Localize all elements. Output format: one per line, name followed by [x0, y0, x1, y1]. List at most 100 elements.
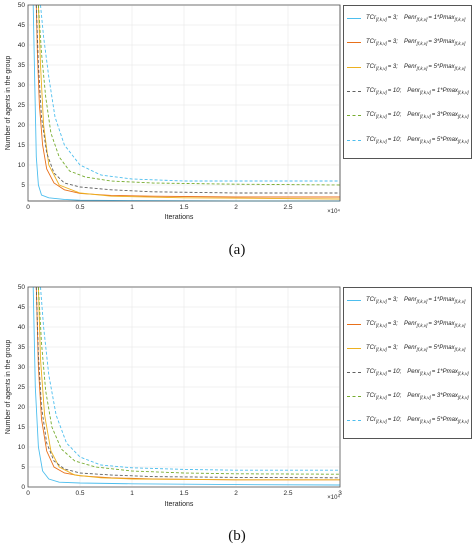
legend-label-part: [f,k,v]: [376, 114, 387, 120]
legend-label-part: TCr: [366, 15, 376, 21]
x-axis-multiplier: ×10⁴: [327, 208, 340, 215]
y-axis-label: Number of agents in the group: [5, 340, 12, 435]
series-line-2: [35, 4, 340, 198]
legend-item: TCr[f,k,v]= 3; Penr[f,k,v]= 3*Pmax[f,k,v]: [344, 33, 471, 53]
legend-item: TCr[f,k,v]= 10; Penr[f,k,v]= 3*Pmax[f,k,v…: [344, 106, 471, 126]
series-line-6: [40, 4, 340, 182]
series-line-6: [40, 286, 340, 471]
chart-a: 5 10 15 20 25 30 35 40 45 50 0 0.5 1 1.5 2 2.5 Iteration…: [5, 2, 341, 221]
legend-label-part: Penr: [407, 136, 420, 143]
legend-label: TCr[f,k,v]= 10; Penr[f,k,v]= 3*Pmax[f,k,v…: [366, 389, 469, 405]
legend-label-part: [f,k,v]: [419, 419, 431, 425]
legend-label-part: [f,k,v]: [416, 65, 428, 71]
legend-item: TCr[f,k,v]= 10; Penr[f,k,v]= 1*Pmax[f,k,v…: [344, 363, 471, 383]
x-axis-multiplier: ×10⁴: [327, 494, 340, 501]
legend-swatch: [347, 348, 361, 349]
legend-label-part: = 3;: [387, 297, 398, 303]
legend-label: TCr[f,k,v]= 10; Penr[f,k,v]= 5*Pmax[f,k,v…: [366, 413, 469, 429]
legend-item: TCr[f,k,v]= 3; Penr[f,k,v]= 1*Pmax[f,k,v]: [344, 9, 471, 29]
y-tick-label: 45: [18, 304, 26, 311]
y-axis-label: Number of agents in the group: [5, 56, 12, 151]
x-tick-label: 0: [26, 490, 30, 497]
legend-label-part: TCr: [366, 321, 376, 327]
legend-item: TCr[f,k,v]= 10; Penr[f,k,v]= 1*Pmax[f,k,v…: [344, 82, 471, 102]
y-tick-label: 35: [18, 344, 26, 351]
x-tick-label: 1.5: [179, 204, 188, 211]
y-tick-label: 25: [18, 384, 26, 391]
legend-swatch: [347, 18, 361, 19]
x-tick-label: 2: [234, 490, 238, 497]
legend-label-part: [f,k,v]: [419, 138, 431, 144]
series-line-5: [37, 4, 341, 186]
legend-label-part: [f,k,v]: [376, 419, 387, 425]
legend-label-part: = 3*Pmax: [428, 321, 455, 327]
legend-label-part: Penr: [403, 39, 417, 46]
legend-item: TCr[f,k,v]= 3; Penr[f,k,v]= 5*Pmax[f,k,v]: [344, 58, 471, 78]
series-line-4: [35, 286, 341, 479]
x-axis-label: Iterations: [165, 501, 194, 508]
legend-swatch: [347, 91, 361, 92]
legend-swatch: [347, 420, 361, 421]
legend-label-part: [f,k,v]: [457, 114, 469, 120]
legend-label-part: [f,k,v]: [416, 299, 428, 305]
legend-label-part: Penr: [403, 63, 417, 70]
legend-label-part: = 10;: [387, 136, 402, 143]
series-line-1: [32, 286, 341, 486]
legend-label-part: = 5*Pmax: [428, 345, 455, 351]
legend-label-part: [f,k,v]: [454, 347, 466, 353]
legend-item: TCr[f,k,v]= 10; Penr[f,k,v]= 5*Pmax[f,k,v…: [344, 131, 471, 151]
legend-label-part: [f,k,v]: [376, 299, 387, 305]
x-tick-label: 2: [234, 204, 238, 211]
y-tick-label: 15: [18, 142, 26, 149]
x-tick-label: 0.5: [75, 204, 84, 211]
y-tick-label: 40: [18, 324, 26, 331]
legend-label: TCr[f,k,v]= 3; Penr[f,k,v]= 3*Pmax[f,k,v]: [366, 317, 469, 333]
legend-label-part: TCr: [366, 88, 376, 94]
legend-label-part: [f,k,v]: [376, 90, 387, 96]
legend-b: TCr[f,k,v]= 3; Penr[f,k,v]= 1*Pmax[f,k,v]…: [343, 287, 472, 439]
legend-label-part: [f,k,v]: [376, 371, 387, 377]
y-tick-label: 40: [18, 42, 26, 49]
legend-label: TCr[f,k,v]= 10; Penr[f,k,v]= 5*Pmax[f,k,v…: [366, 133, 469, 149]
series-line-3: [37, 286, 340, 481]
legend-label-part: Penr: [403, 15, 417, 21]
y-tick-label: 15: [18, 424, 26, 431]
legend-label-part: = 3*Pmax: [428, 39, 455, 46]
caption-a: (a): [228, 242, 246, 258]
legend-label-part: TCr: [366, 112, 376, 119]
legend-label-part: [f,k,v]: [457, 138, 469, 144]
x-tick-label: 2.5: [283, 204, 292, 211]
legend-label-part: Penr: [407, 393, 420, 399]
y-tick-label: 10: [18, 162, 26, 169]
legend-label-part: Penr: [407, 369, 420, 375]
legend-label-part: = 1*Pmax: [431, 88, 458, 94]
legend-swatch: [347, 396, 361, 397]
legend-label: TCr[f,k,v]= 3; Penr[f,k,v]= 3*Pmax[f,k,v]: [366, 35, 469, 51]
legend-label-part: [f,k,v]: [376, 323, 387, 329]
legend-label-part: TCr: [366, 345, 376, 351]
x-tick-label: 3: [338, 490, 342, 497]
legend-label-part: [f,k,v]: [454, 65, 466, 71]
legend-label-part: = 1*Pmax: [428, 297, 455, 303]
legend-label-part: Penr: [403, 345, 417, 351]
legend-label-part: [f,k,v]: [376, 395, 387, 401]
y-tick-label: 50: [18, 284, 26, 291]
legend-label-part: = 5*Pmax: [431, 417, 458, 423]
legend-label-part: TCr: [366, 297, 376, 303]
legend-label: TCr[f,k,v]= 3; Penr[f,k,v]= 5*Pmax[f,k,v]: [366, 341, 469, 357]
legend-a: TCr[f,k,v]= 3; Penr[f,k,v]= 1*Pmax[f,k,v]…: [343, 5, 472, 159]
legend-label-part: Penr: [403, 297, 417, 303]
y-tick-label: 0: [21, 484, 25, 491]
legend-label-part: TCr: [366, 369, 376, 375]
legend-label-part: TCr: [366, 63, 376, 70]
y-tick-label: 25: [18, 102, 26, 109]
legend-item: TCr[f,k,v]= 10; Penr[f,k,v]= 5*Pmax[f,k,v…: [344, 411, 471, 431]
legend-item: TCr[f,k,v]= 3; Penr[f,k,v]= 1*Pmax[f,k,v]: [344, 291, 471, 311]
plot-frame: [27, 286, 341, 488]
legend-label-part: TCr: [366, 39, 376, 46]
plot-frame: [27, 4, 341, 202]
legend-label-part: Penr: [407, 112, 420, 119]
y-tick-label: 45: [18, 22, 26, 29]
legend-swatch: [347, 42, 361, 44]
legend-label-part: [f,k,v]: [457, 395, 469, 401]
